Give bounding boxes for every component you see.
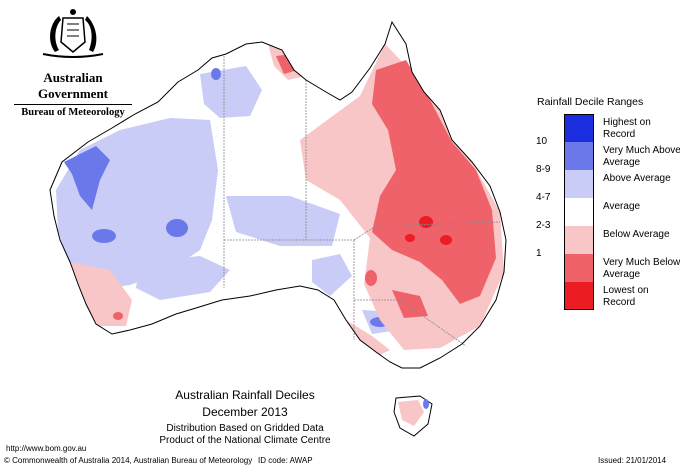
legend-swatch xyxy=(564,142,594,171)
legend-range: 4-7 xyxy=(536,192,551,203)
legend-title: Rainfall Decile Ranges xyxy=(537,96,644,108)
legend-label: Average xyxy=(603,201,641,212)
qld-lowest-record-patch xyxy=(419,216,433,228)
legend-range: 1 xyxy=(536,248,542,259)
legend-label: Above Average xyxy=(603,173,671,184)
legend-item: 10 Very Much Above Average xyxy=(536,136,680,171)
tasmania-below-average-region xyxy=(398,400,424,426)
legend-item: 4-7 Average xyxy=(536,192,660,227)
website-link[interactable]: http://www.bom.gov.au xyxy=(6,444,87,453)
bureau-logo: Australian Government Bureau of Meteorol… xyxy=(8,10,138,118)
qld-very-much-below-region xyxy=(372,60,496,304)
nt-south-above-average-region xyxy=(226,196,340,246)
legend-range: 10 xyxy=(536,136,548,147)
wa-very-much-above-patch-2 xyxy=(92,229,116,243)
legend-swatch xyxy=(564,282,594,310)
qld-lowest-record-patch-3 xyxy=(405,234,415,242)
legend-item: 8-9 Above Average xyxy=(536,164,671,199)
legend-item: 2-3 Below Average xyxy=(536,220,670,255)
state-borders xyxy=(223,56,501,347)
bureau-name: Bureau of Meteorology xyxy=(14,104,132,118)
legend-item: Lowest on Record xyxy=(540,282,660,310)
copyright: © Commonwealth of Australia 2014, Austra… xyxy=(4,456,253,465)
nsw-very-much-below-patch xyxy=(392,290,428,318)
legend-item: 1 Very Much Below Average xyxy=(536,248,680,283)
australia-outline xyxy=(49,20,507,369)
central-south-above-average-region xyxy=(136,256,230,300)
legend-swatch xyxy=(564,226,594,255)
legend-label: Very Much Below Average xyxy=(603,257,680,280)
government-name: Australian Government xyxy=(37,70,109,101)
legend: Highest on Record 10 Very Much Above Avera… xyxy=(536,114,680,310)
legend-swatch xyxy=(564,114,594,143)
legend-swatch xyxy=(564,198,594,227)
map-subtitle-1: Distribution Based on Gridded Data xyxy=(166,423,324,434)
pilbara-very-much-above-patch xyxy=(211,68,221,80)
qld-lowest-record-patch-2 xyxy=(440,235,452,245)
legend-range: 8-9 xyxy=(536,164,551,175)
tasmania-above-average-patch xyxy=(423,399,429,409)
map-title: Australian Rainfall Deciles xyxy=(175,388,315,402)
issued-date: Issued: 21/01/2014 xyxy=(598,456,667,465)
coat-of-arms-emblem xyxy=(42,9,104,58)
sw-wa-below-average-region xyxy=(70,262,132,326)
wa-very-much-above-patch xyxy=(166,219,188,237)
wa-very-much-above-region xyxy=(64,146,110,210)
sa-above-average-region xyxy=(312,254,352,296)
map-period: December 2013 xyxy=(202,405,288,419)
legend-label: Highest on Record xyxy=(603,117,651,140)
wa-very-much-below-patch xyxy=(113,312,123,320)
legend-swatch xyxy=(564,170,594,199)
sa-very-much-below-patch xyxy=(365,270,377,286)
id-code: ID code: AWAP xyxy=(258,456,313,465)
sa-below-average-region xyxy=(346,320,390,360)
legend-range: 2-3 xyxy=(536,220,551,231)
map-subtitle-2: Product of the National Climate Centre xyxy=(159,435,331,446)
legend-label: Very Much Above Average xyxy=(603,145,680,168)
legend-swatch xyxy=(564,254,594,283)
legend-label: Lowest on Record xyxy=(603,285,649,308)
legend-label: Below Average xyxy=(603,229,670,240)
legend-item: Highest on Record xyxy=(540,114,660,143)
